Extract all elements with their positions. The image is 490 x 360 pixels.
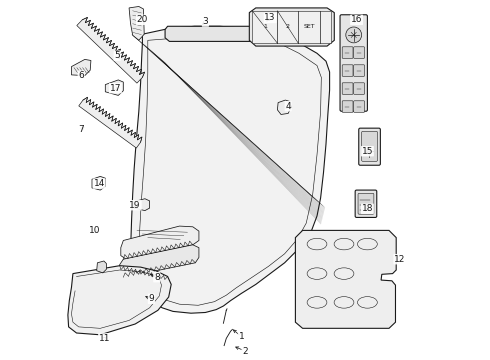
Text: 9: 9 (148, 294, 154, 303)
Polygon shape (295, 230, 396, 328)
Text: 8: 8 (154, 273, 160, 282)
FancyBboxPatch shape (342, 47, 353, 58)
Text: 4: 4 (285, 102, 291, 111)
Text: 6: 6 (78, 71, 84, 80)
Text: 2: 2 (286, 24, 290, 30)
Text: 10: 10 (89, 226, 100, 235)
Text: 7: 7 (78, 125, 84, 134)
Text: 12: 12 (394, 255, 406, 264)
Text: 1: 1 (263, 24, 267, 30)
FancyBboxPatch shape (342, 83, 353, 94)
Text: 15: 15 (362, 147, 373, 156)
Polygon shape (72, 59, 91, 76)
Polygon shape (105, 80, 123, 95)
Text: 3: 3 (202, 17, 208, 26)
FancyBboxPatch shape (340, 15, 368, 111)
Text: 11: 11 (99, 334, 110, 343)
FancyBboxPatch shape (354, 83, 365, 94)
Polygon shape (252, 11, 331, 43)
FancyBboxPatch shape (342, 101, 353, 112)
Polygon shape (277, 100, 291, 114)
FancyBboxPatch shape (362, 131, 377, 161)
Text: 14: 14 (94, 179, 105, 188)
Text: 18: 18 (362, 204, 373, 213)
Polygon shape (97, 261, 106, 273)
Polygon shape (77, 17, 145, 83)
Polygon shape (165, 26, 267, 41)
Text: 2: 2 (242, 346, 248, 355)
Circle shape (346, 27, 362, 43)
FancyBboxPatch shape (355, 190, 377, 217)
Polygon shape (68, 266, 171, 335)
FancyBboxPatch shape (342, 65, 353, 76)
Polygon shape (129, 6, 144, 40)
Polygon shape (131, 26, 330, 313)
Text: 5: 5 (114, 51, 120, 60)
Polygon shape (134, 199, 149, 211)
Polygon shape (249, 8, 334, 46)
Text: 1: 1 (239, 332, 245, 341)
Polygon shape (79, 97, 142, 148)
Text: 13: 13 (265, 13, 276, 22)
FancyBboxPatch shape (358, 193, 374, 214)
FancyBboxPatch shape (354, 65, 365, 76)
Text: 16: 16 (351, 15, 362, 24)
FancyBboxPatch shape (354, 47, 365, 58)
Polygon shape (120, 245, 199, 277)
Text: 17: 17 (110, 84, 121, 93)
Text: 20: 20 (137, 15, 148, 24)
FancyBboxPatch shape (359, 128, 380, 165)
Polygon shape (121, 226, 199, 259)
Polygon shape (92, 176, 105, 190)
Text: SET: SET (303, 24, 315, 30)
FancyBboxPatch shape (354, 101, 365, 112)
Text: 19: 19 (129, 201, 141, 210)
